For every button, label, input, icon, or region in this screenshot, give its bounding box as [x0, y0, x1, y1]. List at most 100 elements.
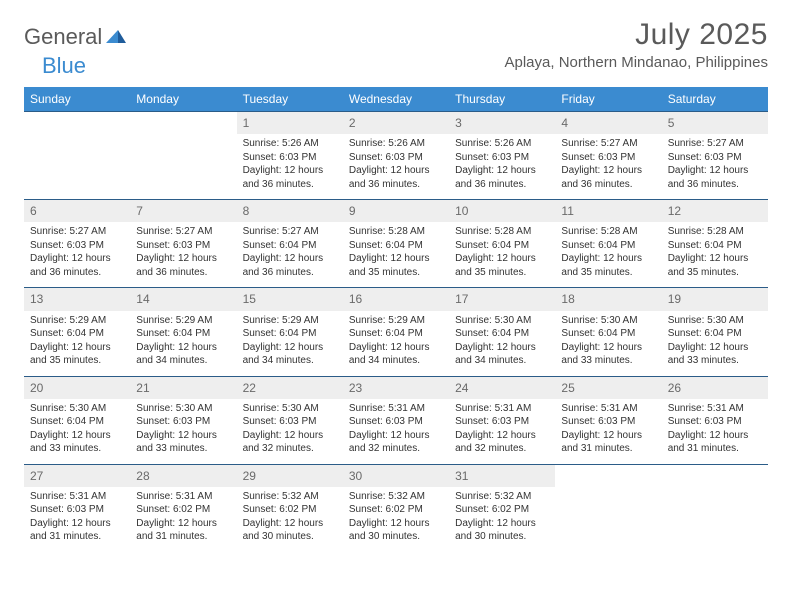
sunrise-text: Sunrise: 5:28 AM — [561, 225, 655, 239]
day-details: Sunrise: 5:26 AMSunset: 6:03 PMDaylight:… — [237, 134, 343, 199]
sunset-text: Sunset: 6:03 PM — [668, 415, 762, 429]
calendar-day-cell: 14Sunrise: 5:29 AMSunset: 6:04 PMDayligh… — [130, 288, 236, 376]
daylight-text: and 31 minutes. — [561, 442, 655, 456]
sunrise-text: Sunrise: 5:27 AM — [30, 225, 124, 239]
daylight-text: and 36 minutes. — [349, 178, 443, 192]
daylight-text: Daylight: 12 hours — [561, 341, 655, 355]
sunset-text: Sunset: 6:02 PM — [349, 503, 443, 517]
daylight-text: and 33 minutes. — [30, 442, 124, 456]
daylight-text: and 31 minutes. — [136, 530, 230, 544]
daylight-text: Daylight: 12 hours — [561, 252, 655, 266]
day-details: Sunrise: 5:30 AMSunset: 6:03 PMDaylight:… — [237, 399, 343, 464]
day-details: Sunrise: 5:31 AMSunset: 6:02 PMDaylight:… — [130, 487, 236, 552]
daylight-text: Daylight: 12 hours — [243, 164, 337, 178]
month-title: July 2025 — [505, 18, 769, 52]
daylight-text: Daylight: 12 hours — [136, 252, 230, 266]
day-details: Sunrise: 5:31 AMSunset: 6:03 PMDaylight:… — [343, 399, 449, 464]
daylight-text: and 33 minutes. — [561, 354, 655, 368]
day-number: 14 — [130, 288, 236, 310]
sunset-text: Sunset: 6:02 PM — [455, 503, 549, 517]
sunrise-text: Sunrise: 5:30 AM — [561, 314, 655, 328]
calendar-day-cell: 1Sunrise: 5:26 AMSunset: 6:03 PMDaylight… — [237, 112, 343, 200]
calendar-day-cell: 24Sunrise: 5:31 AMSunset: 6:03 PMDayligh… — [449, 376, 555, 464]
calendar-day-cell: 31Sunrise: 5:32 AMSunset: 6:02 PMDayligh… — [449, 464, 555, 552]
sunset-text: Sunset: 6:03 PM — [243, 151, 337, 165]
day-number: 1 — [237, 112, 343, 134]
sunset-text: Sunset: 6:04 PM — [30, 415, 124, 429]
day-details: Sunrise: 5:31 AMSunset: 6:03 PMDaylight:… — [24, 487, 130, 552]
calendar-day-cell: 9Sunrise: 5:28 AMSunset: 6:04 PMDaylight… — [343, 200, 449, 288]
day-details: Sunrise: 5:29 AMSunset: 6:04 PMDaylight:… — [24, 311, 130, 376]
calendar-day-cell: 10Sunrise: 5:28 AMSunset: 6:04 PMDayligh… — [449, 200, 555, 288]
sunset-text: Sunset: 6:03 PM — [561, 415, 655, 429]
sunrise-text: Sunrise: 5:30 AM — [668, 314, 762, 328]
day-details: Sunrise: 5:28 AMSunset: 6:04 PMDaylight:… — [449, 222, 555, 287]
calendar-day-cell: 8Sunrise: 5:27 AMSunset: 6:04 PMDaylight… — [237, 200, 343, 288]
day-details: Sunrise: 5:31 AMSunset: 6:03 PMDaylight:… — [555, 399, 661, 464]
sunset-text: Sunset: 6:04 PM — [243, 239, 337, 253]
daylight-text: Daylight: 12 hours — [349, 164, 443, 178]
daylight-text: Daylight: 12 hours — [243, 429, 337, 443]
day-number: 30 — [343, 465, 449, 487]
calendar-week-row: 13Sunrise: 5:29 AMSunset: 6:04 PMDayligh… — [24, 288, 768, 376]
daylight-text: and 36 minutes. — [668, 178, 762, 192]
sunset-text: Sunset: 6:04 PM — [668, 327, 762, 341]
day-number: 24 — [449, 377, 555, 399]
daylight-text: and 33 minutes. — [136, 442, 230, 456]
sunrise-text: Sunrise: 5:30 AM — [136, 402, 230, 416]
sunset-text: Sunset: 6:04 PM — [243, 327, 337, 341]
day-details: Sunrise: 5:30 AMSunset: 6:04 PMDaylight:… — [449, 311, 555, 376]
calendar-day-cell: 4Sunrise: 5:27 AMSunset: 6:03 PMDaylight… — [555, 112, 661, 200]
day-details: Sunrise: 5:29 AMSunset: 6:04 PMDaylight:… — [237, 311, 343, 376]
daylight-text: and 31 minutes. — [668, 442, 762, 456]
daylight-text: Daylight: 12 hours — [30, 341, 124, 355]
day-header: Tuesday — [237, 87, 343, 112]
day-details: Sunrise: 5:27 AMSunset: 6:03 PMDaylight:… — [662, 134, 768, 199]
day-details: Sunrise: 5:32 AMSunset: 6:02 PMDaylight:… — [237, 487, 343, 552]
daylight-text: and 32 minutes. — [243, 442, 337, 456]
day-number: 25 — [555, 377, 661, 399]
daylight-text: and 32 minutes. — [349, 442, 443, 456]
calendar-day-cell: 23Sunrise: 5:31 AMSunset: 6:03 PMDayligh… — [343, 376, 449, 464]
daylight-text: Daylight: 12 hours — [30, 429, 124, 443]
daylight-text: Daylight: 12 hours — [136, 429, 230, 443]
logo-text-general: General — [24, 24, 102, 50]
calendar-day-cell: 0 — [555, 464, 661, 552]
daylight-text: and 35 minutes. — [561, 266, 655, 280]
daylight-text: and 36 minutes. — [243, 266, 337, 280]
day-number: 19 — [662, 288, 768, 310]
daylight-text: Daylight: 12 hours — [668, 164, 762, 178]
sunrise-text: Sunrise: 5:31 AM — [455, 402, 549, 416]
day-details: Sunrise: 5:32 AMSunset: 6:02 PMDaylight:… — [343, 487, 449, 552]
daylight-text: Daylight: 12 hours — [455, 517, 549, 531]
day-number: 23 — [343, 377, 449, 399]
day-number: 27 — [24, 465, 130, 487]
day-number: 13 — [24, 288, 130, 310]
calendar-day-cell: 11Sunrise: 5:28 AMSunset: 6:04 PMDayligh… — [555, 200, 661, 288]
day-details: Sunrise: 5:29 AMSunset: 6:04 PMDaylight:… — [130, 311, 236, 376]
calendar-day-cell: 7Sunrise: 5:27 AMSunset: 6:03 PMDaylight… — [130, 200, 236, 288]
sunset-text: Sunset: 6:03 PM — [455, 415, 549, 429]
sunrise-text: Sunrise: 5:29 AM — [243, 314, 337, 328]
location-subtitle: Aplaya, Northern Mindanao, Philippines — [505, 54, 769, 71]
daylight-text: Daylight: 12 hours — [668, 252, 762, 266]
day-header: Thursday — [449, 87, 555, 112]
daylight-text: Daylight: 12 hours — [349, 341, 443, 355]
day-header: Monday — [130, 87, 236, 112]
daylight-text: and 33 minutes. — [668, 354, 762, 368]
daylight-text: and 35 minutes. — [30, 354, 124, 368]
day-number: 2 — [343, 112, 449, 134]
sunrise-text: Sunrise: 5:26 AM — [455, 137, 549, 151]
sunset-text: Sunset: 6:04 PM — [561, 239, 655, 253]
sunset-text: Sunset: 6:04 PM — [30, 327, 124, 341]
calendar-day-cell: 0 — [24, 112, 130, 200]
sunset-text: Sunset: 6:03 PM — [668, 151, 762, 165]
day-details: Sunrise: 5:30 AMSunset: 6:04 PMDaylight:… — [24, 399, 130, 464]
sunset-text: Sunset: 6:03 PM — [243, 415, 337, 429]
daylight-text: and 34 minutes. — [136, 354, 230, 368]
day-details: Sunrise: 5:29 AMSunset: 6:04 PMDaylight:… — [343, 311, 449, 376]
daylight-text: Daylight: 12 hours — [243, 252, 337, 266]
logo: General — [24, 24, 128, 50]
sunset-text: Sunset: 6:02 PM — [136, 503, 230, 517]
calendar-day-cell: 13Sunrise: 5:29 AMSunset: 6:04 PMDayligh… — [24, 288, 130, 376]
